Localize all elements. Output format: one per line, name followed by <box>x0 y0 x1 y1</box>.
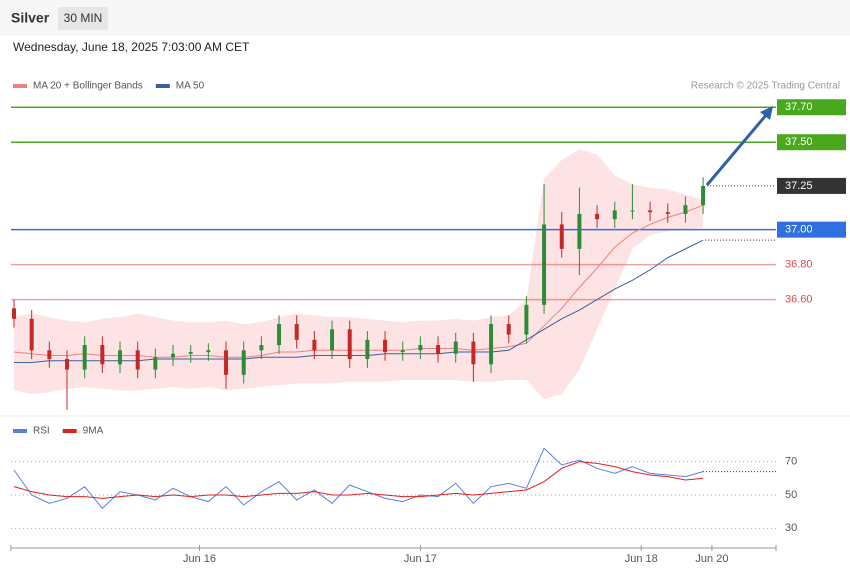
date: Wednesday, June 18, 2025 7:03:00 AM CET <box>13 40 250 54</box>
candle-body <box>683 205 688 214</box>
candle-body <box>347 329 352 360</box>
candle-body <box>188 352 193 354</box>
level-tag <box>777 177 846 194</box>
candle-body <box>82 345 87 370</box>
candle-body <box>65 359 70 370</box>
candle-body <box>577 213 582 249</box>
candle-body <box>542 224 547 305</box>
candle-body <box>559 224 564 249</box>
level-label: 36.60 <box>785 293 813 305</box>
legend-label: MA 20 + Bollinger Bands <box>33 81 143 92</box>
candle-body <box>489 324 494 365</box>
candle-body <box>383 339 388 353</box>
level-tag <box>777 221 846 238</box>
y-tick-label: 70 <box>785 456 797 468</box>
candle-body <box>100 345 105 365</box>
candle-body <box>701 185 706 206</box>
candle-body <box>453 341 458 354</box>
ma20-line <box>13 204 704 358</box>
candle-body <box>471 341 476 365</box>
rsi-line <box>13 461 704 499</box>
candle-body <box>241 350 246 375</box>
level-label: 37.70 <box>785 101 813 113</box>
candle-body <box>12 308 17 319</box>
candle-body <box>595 213 600 220</box>
candle-body <box>365 339 370 360</box>
instrument-title: Silver <box>11 10 50 26</box>
candle-body <box>277 324 282 346</box>
legend-swatch <box>13 429 27 433</box>
candle-body <box>153 357 158 370</box>
candle-body <box>259 345 264 351</box>
interval-button[interactable] <box>58 7 108 30</box>
level-tag <box>777 134 846 151</box>
candle-body <box>312 339 317 351</box>
candle-body <box>294 324 299 340</box>
x-tick-label: Jun 16 <box>183 553 216 565</box>
candle-body <box>206 350 211 353</box>
plot: 37.70 37.50 37.25 37.00 36.80 36.60 MA 20 + Bo… <box>10 81 846 565</box>
candle-body <box>648 210 653 213</box>
x-tick-label: Jun 17 <box>404 553 437 565</box>
bollinger-band <box>14 149 704 400</box>
x-tick-label: Jun 18 <box>625 553 658 565</box>
ma50-line <box>14 239 704 364</box>
arrow-head <box>760 106 773 120</box>
candle-body <box>330 329 335 351</box>
level-label: 37.50 <box>785 136 813 148</box>
candle-body <box>506 324 511 335</box>
candle-body <box>135 350 140 370</box>
legend-label: RSI <box>33 426 50 437</box>
legend-swatch <box>13 84 27 88</box>
candle-body <box>665 212 670 214</box>
x-tick-label: Jun 20 <box>695 553 728 565</box>
candle-body <box>171 353 176 358</box>
header-bar <box>0 0 850 36</box>
candle-body <box>224 350 229 375</box>
candle-body <box>400 350 405 353</box>
y-tick-label: 50 <box>785 489 797 501</box>
candle-body <box>47 350 52 360</box>
legend-swatch <box>155 84 170 88</box>
candle-body <box>418 345 423 351</box>
candle-body <box>524 304 529 335</box>
candle-body <box>630 210 635 212</box>
forecast-arrow <box>705 113 769 186</box>
level-label: 37.25 <box>785 180 813 192</box>
legend-label: MA 50 <box>176 81 205 92</box>
legend-label: 9MA <box>83 426 104 437</box>
candle-body <box>612 210 617 220</box>
candle-body <box>29 318 34 351</box>
interval-label[interactable]: 30 MIN <box>64 11 103 25</box>
level-label: 37.00 <box>785 224 813 236</box>
level-label: 36.80 <box>785 259 813 271</box>
candle-body <box>436 345 441 354</box>
candle-body <box>118 350 123 365</box>
legend-swatch <box>62 429 77 433</box>
credit: Research © 2025 Trading Central <box>691 81 840 92</box>
level-tag <box>777 99 846 116</box>
y-tick-label: 30 <box>785 522 797 534</box>
rsi-line <box>13 447 704 510</box>
